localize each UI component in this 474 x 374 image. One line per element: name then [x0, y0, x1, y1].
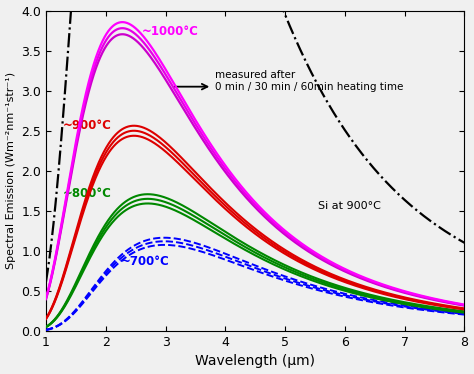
Text: measured after
0 min / 30 min / 60min heating time: measured after 0 min / 30 min / 60min he… — [215, 70, 403, 92]
Text: ~1000°C: ~1000°C — [142, 25, 199, 38]
Text: Si at 900°C: Si at 900°C — [318, 201, 381, 211]
X-axis label: Wavelength (μm): Wavelength (μm) — [195, 355, 315, 368]
Y-axis label: Spectral Emission (Wm⁻²nm⁻¹str⁻¹): Spectral Emission (Wm⁻²nm⁻¹str⁻¹) — [6, 72, 16, 269]
Text: ~700°C: ~700°C — [121, 255, 169, 268]
Text: ~900°C: ~900°C — [63, 119, 111, 132]
Text: ~800°C: ~800°C — [63, 187, 111, 200]
